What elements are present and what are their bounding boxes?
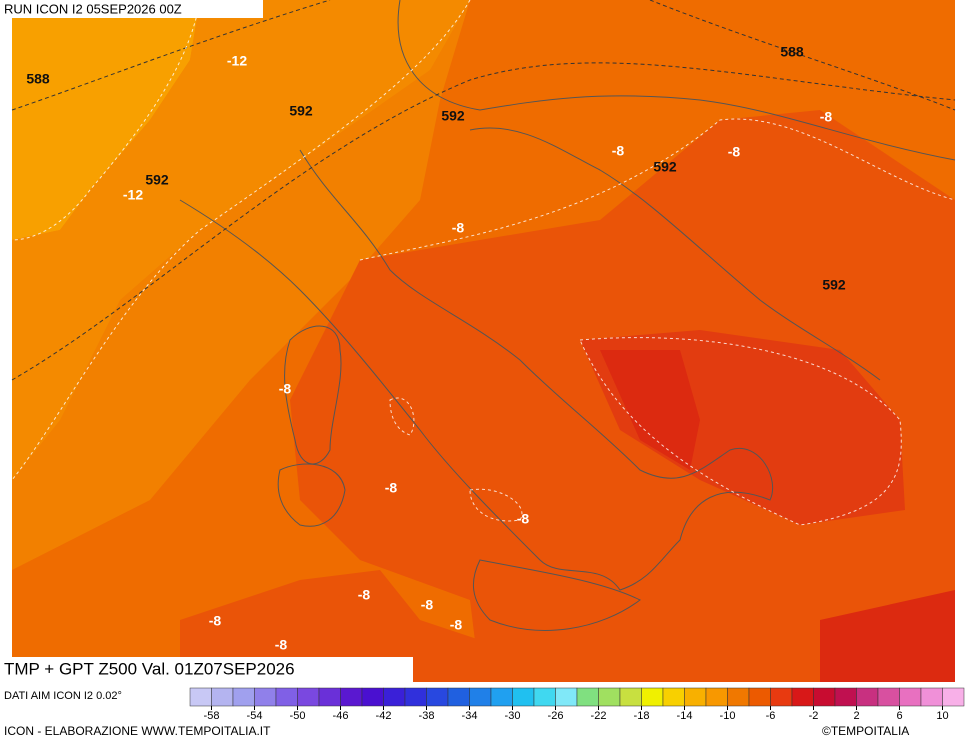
contour-label: -8 xyxy=(275,637,288,653)
colorbar-swatch xyxy=(920,687,943,707)
contour-label: 588 xyxy=(780,44,804,60)
colorbar-swatch xyxy=(232,687,255,707)
colorbar-swatch xyxy=(727,687,750,707)
colorbar-swatch xyxy=(598,687,621,707)
temp-zone xyxy=(180,570,480,682)
contour-labels: 588 -12 592 592 588 -8 -8 592 -8 592 -12… xyxy=(26,44,846,653)
colorbar-swatch xyxy=(490,687,513,707)
colorbar-label: -50 xyxy=(290,710,306,722)
colorbar-label: 10 xyxy=(936,710,948,722)
contour-label: 592 xyxy=(822,277,846,293)
contour-label: -8 xyxy=(421,597,434,613)
colorbar-swatch xyxy=(684,687,707,707)
colorbar-swatch xyxy=(791,687,814,707)
temp-zone xyxy=(600,350,700,470)
colorbar-swatch xyxy=(211,687,234,707)
colorbar-swatch xyxy=(512,687,535,707)
colorbar-swatch xyxy=(383,687,406,707)
colorbar-swatch xyxy=(318,687,341,707)
colorbar-swatch xyxy=(404,687,427,707)
colorbar-label: -38 xyxy=(419,710,435,722)
colorbar-swatch xyxy=(340,687,363,707)
contour-label: -8 xyxy=(820,109,833,125)
run-label: RUN ICON I2 05SEP2026 00Z xyxy=(4,1,182,16)
colorbar: -58 -54 -50 -46 -42 -38 -34 -30 -26 -22 -18 -14 -10-… xyxy=(189,687,965,722)
colorbar-label: -6 xyxy=(766,710,776,722)
colorbar-swatch xyxy=(942,687,965,707)
colorbar-swatch xyxy=(447,687,470,707)
colorbar-swatch xyxy=(189,687,212,707)
contour-label: -8 xyxy=(612,143,625,159)
contour-label: -8 xyxy=(209,613,222,629)
colorbar-swatch xyxy=(275,687,298,707)
title-box xyxy=(0,657,413,682)
colorbar-swatch xyxy=(899,687,922,707)
contour-label: -12 xyxy=(227,53,247,69)
contour-label: -8 xyxy=(517,511,530,527)
contour-label: -12 xyxy=(123,187,143,203)
source-label: DATI AIM ICON I2 0.02° xyxy=(4,690,122,702)
map: 588 -12 592 592 588 -8 -8 592 -8 592 -12… xyxy=(11,0,956,682)
colorbar-swatch xyxy=(576,687,599,707)
colorbar-swatch xyxy=(426,687,449,707)
copyright-label: ©TEMPOITALIA xyxy=(822,724,909,738)
colorbar-label: -10 xyxy=(720,710,736,722)
colorbar-label: -46 xyxy=(333,710,349,722)
contour-label: -8 xyxy=(450,617,463,633)
colorbar-swatch xyxy=(361,687,384,707)
map-title: TMP + GPT Z500 Val. 01Z07SEP2026 xyxy=(4,659,295,678)
contour-label: 592 xyxy=(145,172,169,188)
colorbar-label: 2 xyxy=(853,710,859,722)
colorbar-label: -18 xyxy=(634,710,650,722)
colorbar-label: -26 xyxy=(548,710,564,722)
colorbar-label: -22 xyxy=(591,710,607,722)
credit-label: ICON - ELABORAZIONE WWW.TEMPOITALIA.IT xyxy=(4,724,271,738)
geopotential-lines xyxy=(11,0,956,381)
colorbar-label: -42 xyxy=(376,710,392,722)
contour-label: -8 xyxy=(385,480,398,496)
colorbar-swatch xyxy=(705,687,728,707)
contour-label: 592 xyxy=(653,159,677,175)
isotherm-lines xyxy=(11,0,956,526)
colorbar-label: -34 xyxy=(462,710,478,722)
colorbar-swatch xyxy=(813,687,836,707)
colorbar-label: -14 xyxy=(677,710,693,722)
colorbar-swatch xyxy=(877,687,900,707)
colorbar-swatch xyxy=(641,687,664,707)
colorbar-swatch xyxy=(834,687,857,707)
contour-label: 592 xyxy=(289,103,313,119)
colorbar-swatch xyxy=(770,687,793,707)
colorbar-swatch xyxy=(297,687,320,707)
contour-label: -8 xyxy=(358,587,371,603)
colorbar-label: -30 xyxy=(505,710,521,722)
temp-zone xyxy=(12,0,470,480)
colorbar-swatch xyxy=(619,687,642,707)
colorbar-label: -54 xyxy=(247,710,263,722)
contour-label: 592 xyxy=(441,108,465,124)
colorbar-label: -2 xyxy=(809,710,819,722)
coastlines xyxy=(179,0,956,631)
colorbar-swatch xyxy=(662,687,685,707)
colorbar-swatch xyxy=(748,687,771,707)
contour-label: -8 xyxy=(452,220,465,236)
colorbar-swatch xyxy=(254,687,277,707)
contour-label: -8 xyxy=(279,381,292,397)
temp-zone xyxy=(820,590,955,682)
colorbar-swatch xyxy=(555,687,578,707)
colorbar-swatch xyxy=(469,687,492,707)
colorbar-label: -58 xyxy=(204,710,220,722)
colorbar-label: 6 xyxy=(896,710,902,722)
colorbar-swatch xyxy=(856,687,879,707)
colorbar-swatch xyxy=(533,687,556,707)
header-box xyxy=(0,0,263,18)
contour-label: 588 xyxy=(26,71,50,87)
contour-label: -8 xyxy=(728,144,741,160)
